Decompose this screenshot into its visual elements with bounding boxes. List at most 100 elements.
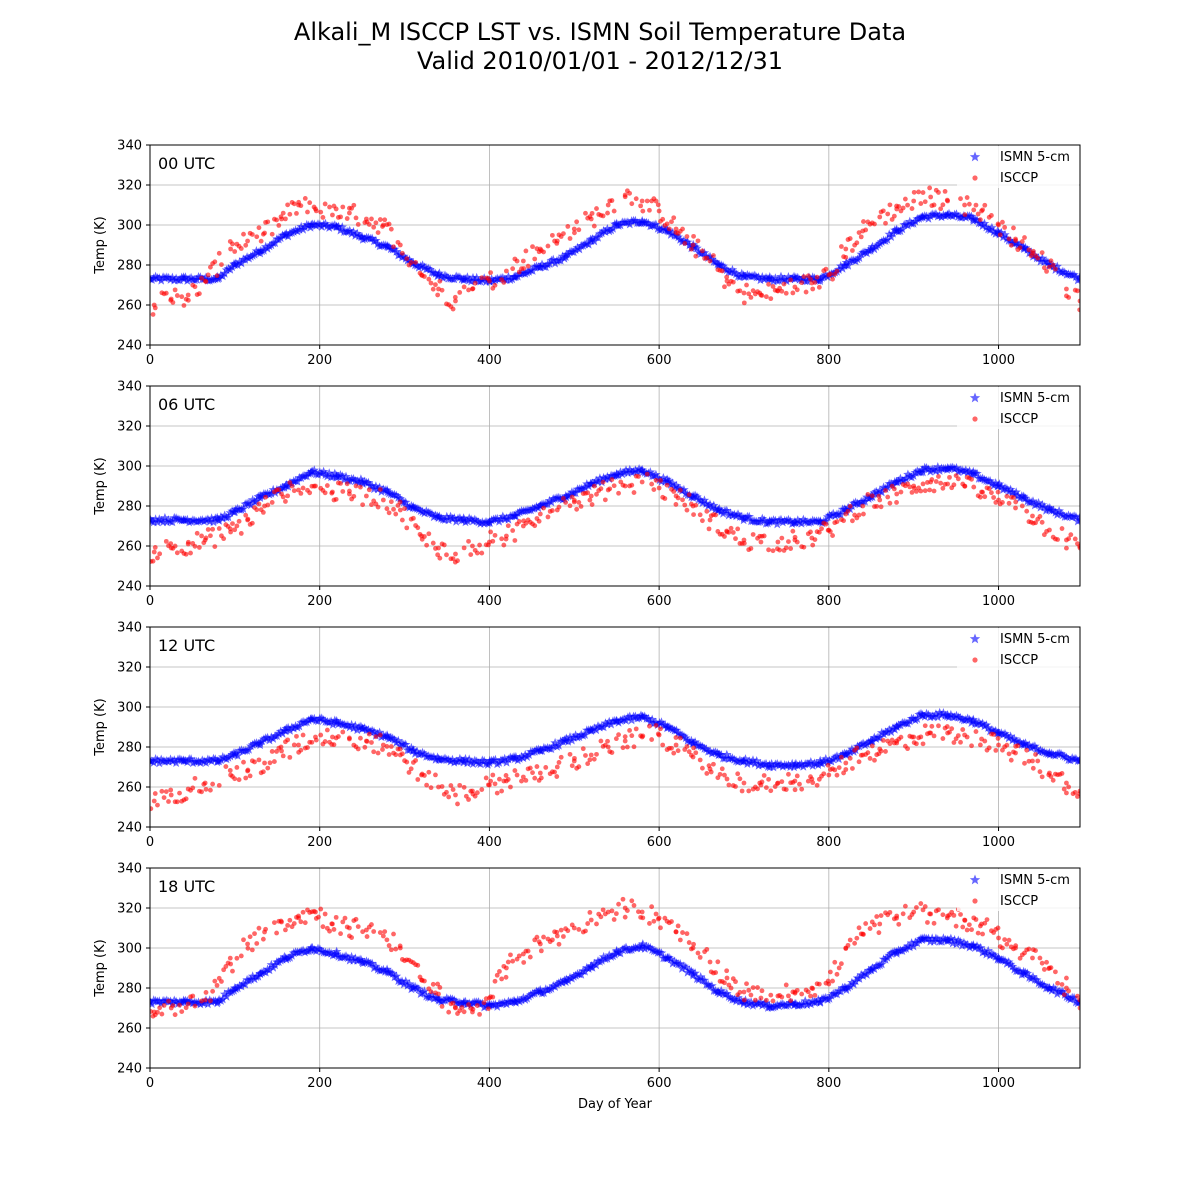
isccp-point — [324, 727, 330, 733]
isccp-point — [380, 747, 385, 752]
ismn-point — [484, 517, 495, 526]
ismn-point — [382, 487, 393, 496]
ismn-point — [335, 718, 346, 728]
isccp-point — [208, 264, 213, 270]
ismn-point — [699, 975, 710, 985]
isccp-point — [936, 474, 941, 479]
isccp-point — [150, 558, 156, 564]
ismn-point — [688, 969, 698, 978]
isccp-point — [521, 960, 527, 965]
series-isccp — [150, 723, 1080, 812]
isccp-point — [922, 199, 928, 205]
isccp-point — [867, 926, 873, 931]
isccp-point — [1033, 520, 1038, 526]
ismn-point — [710, 257, 721, 267]
isccp-point — [707, 517, 713, 523]
ismn-point — [877, 487, 887, 497]
isccp-point — [1000, 219, 1005, 225]
ismn-point — [158, 517, 168, 527]
isccp-point — [955, 476, 961, 482]
ismn-point — [681, 962, 691, 972]
isccp-point — [157, 551, 163, 557]
isccp-point — [792, 787, 798, 793]
figure-title: Alkali_M ISCCP LST vs. ISMN Soil Tempera… — [293, 18, 907, 46]
isccp-point — [691, 941, 696, 947]
ismn-point — [621, 942, 631, 952]
isccp-point — [1050, 262, 1056, 268]
ismn-point — [219, 989, 230, 999]
isccp-point — [565, 224, 571, 229]
isccp-point — [843, 254, 849, 260]
legend-isccp-marker — [972, 657, 978, 663]
ismn-point — [193, 756, 204, 766]
ismn-point — [790, 517, 800, 526]
isccp-point — [558, 927, 564, 933]
isccp-point — [287, 917, 293, 923]
ismn-point — [156, 754, 166, 764]
isccp-point — [571, 499, 577, 505]
isccp-point — [349, 935, 355, 940]
isccp-point — [388, 744, 394, 749]
isccp-point — [768, 296, 774, 302]
isccp-point — [847, 236, 853, 241]
isccp-point — [234, 765, 240, 770]
ismn-point — [921, 211, 932, 221]
ismn-point — [651, 219, 661, 229]
ismn-point — [781, 276, 792, 286]
isccp-point — [472, 793, 478, 799]
isccp-point — [223, 764, 229, 769]
isccp-point — [594, 751, 599, 757]
isccp-point — [814, 274, 820, 280]
ismn-point — [221, 991, 232, 1001]
isccp-point — [340, 919, 346, 925]
isccp-point — [230, 968, 235, 974]
ismn-point — [671, 725, 682, 735]
ismn-point — [179, 274, 189, 283]
isccp-point — [437, 555, 443, 561]
isccp-point — [527, 765, 533, 771]
isccp-point — [384, 506, 390, 512]
ismn-point — [903, 220, 913, 230]
isccp-point — [945, 481, 951, 487]
ismn-point — [686, 735, 697, 745]
ismn-point — [262, 732, 273, 742]
isccp-point — [296, 202, 301, 208]
y-tick-label: 260 — [117, 540, 142, 555]
isccp-point — [391, 506, 396, 512]
isccp-point — [466, 538, 471, 544]
isccp-point — [1030, 758, 1035, 764]
isccp-point — [247, 934, 253, 940]
isccp-point — [697, 954, 703, 960]
isccp-point — [1017, 245, 1023, 251]
isccp-point — [680, 930, 685, 935]
isccp-point — [159, 1011, 165, 1017]
ismn-point — [993, 481, 1004, 490]
isccp-point — [366, 731, 372, 737]
ismn-point — [1063, 993, 1074, 1003]
isccp-point — [880, 737, 886, 743]
isccp-point — [1004, 941, 1010, 947]
isccp-point — [194, 530, 200, 536]
ismn-point — [917, 212, 927, 221]
ismn-point — [847, 977, 857, 987]
ismn-point — [408, 983, 418, 992]
isccp-point — [1059, 526, 1065, 531]
isccp-point — [485, 1006, 491, 1012]
isccp-point — [554, 933, 560, 939]
ismn-point — [790, 999, 800, 1008]
isccp-point — [391, 244, 396, 250]
isccp-point — [287, 211, 293, 217]
isccp-point — [902, 196, 908, 202]
ismn-point — [602, 224, 613, 234]
isccp-point — [856, 512, 862, 518]
isccp-point — [856, 759, 862, 765]
ismn-point — [1005, 731, 1016, 741]
isccp-point — [975, 211, 981, 217]
ismn-point — [443, 754, 454, 764]
isccp-point — [792, 537, 798, 543]
isccp-point — [1002, 937, 1008, 943]
isccp-point — [227, 768, 233, 773]
isccp-point — [894, 491, 900, 497]
isccp-point — [404, 759, 410, 765]
isccp-point — [380, 933, 386, 939]
